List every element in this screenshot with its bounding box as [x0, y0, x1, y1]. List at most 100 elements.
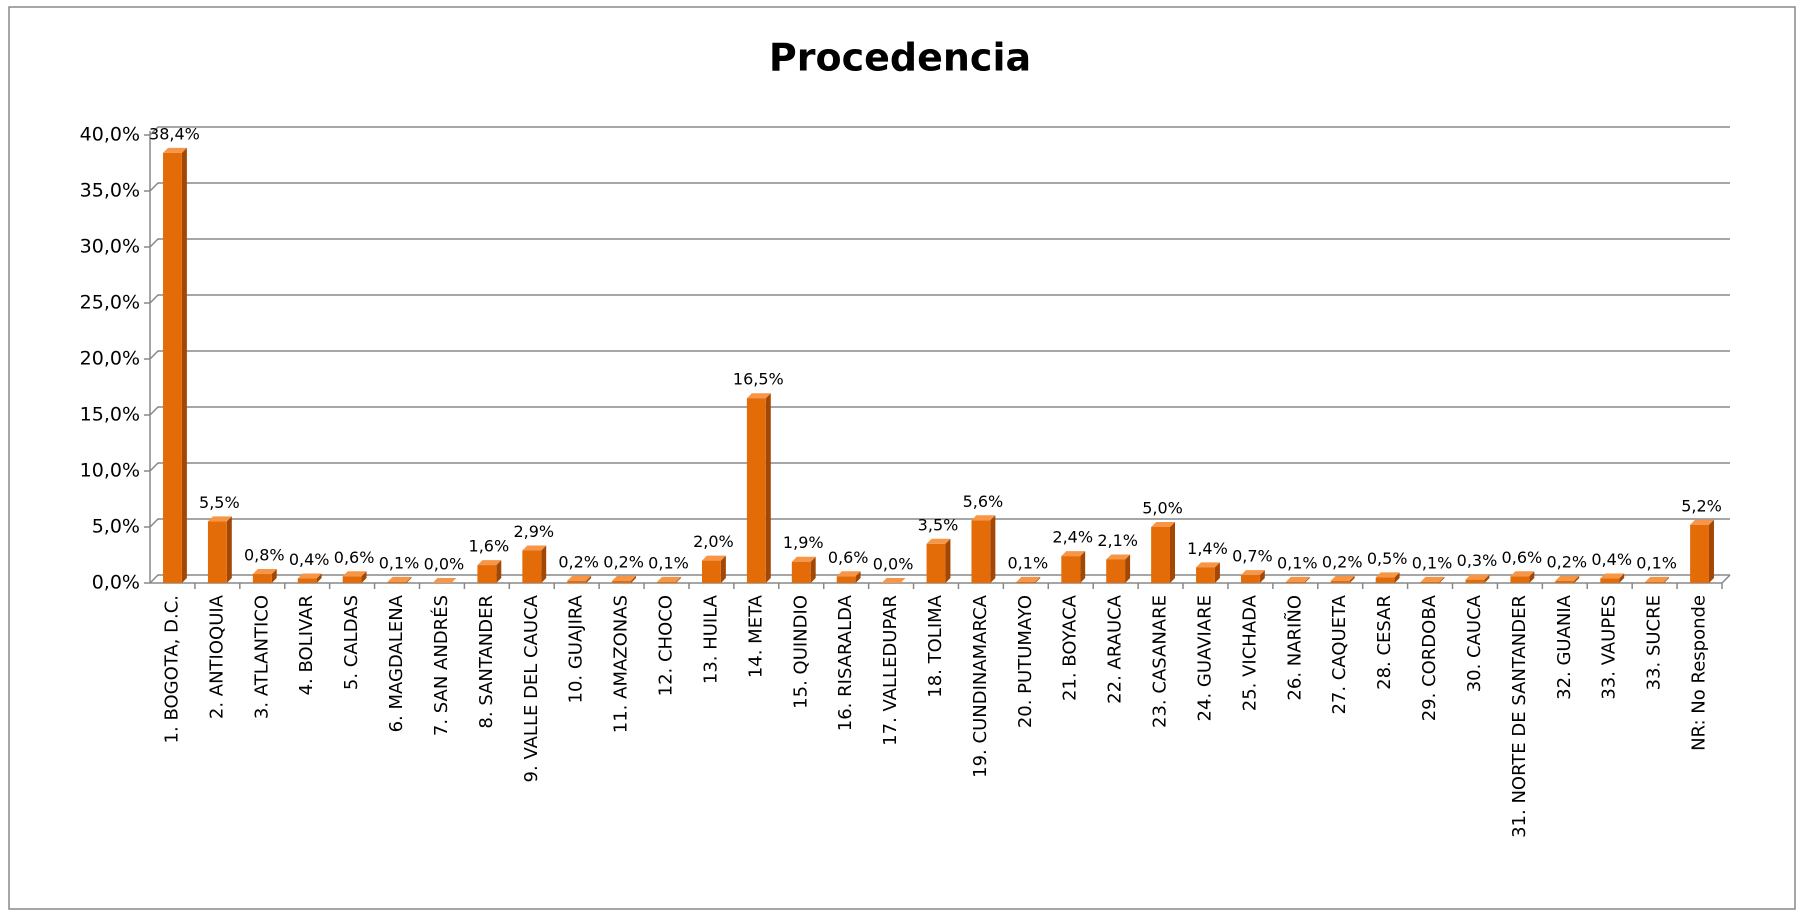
bar-side [990, 515, 996, 583]
bar-side [181, 147, 187, 584]
bar-side [945, 538, 951, 583]
bar-side [586, 575, 592, 583]
bar-top [746, 393, 771, 399]
bar-top [387, 576, 412, 582]
value-label: 5,0% [1142, 499, 1183, 518]
bar [342, 576, 362, 583]
bar-side [1170, 522, 1176, 583]
grid-line [149, 182, 1730, 192]
bar-side [855, 571, 861, 583]
bar-top [207, 516, 232, 522]
value-label: 1,6% [469, 537, 510, 556]
bar-top [971, 515, 996, 521]
x-tick-label: 15. QUINDIO [790, 595, 811, 709]
value-label: 0,1% [648, 553, 689, 572]
value-label: 0,4% [1591, 550, 1632, 569]
value-label: 0,4% [289, 550, 330, 569]
value-label: 1,4% [1187, 539, 1228, 558]
bar-top [926, 538, 951, 544]
bar-top [1420, 576, 1445, 582]
bar [791, 561, 811, 583]
bar-side [1259, 570, 1265, 583]
value-label: 0,5% [1367, 549, 1408, 568]
bar [522, 550, 542, 583]
bar-top [522, 545, 547, 551]
bar [1510, 576, 1530, 583]
bar-top [1375, 572, 1400, 578]
bar-side [1708, 519, 1714, 583]
bar-side [1574, 575, 1580, 583]
bar-top [1106, 554, 1131, 560]
bar [567, 580, 587, 583]
bar-side [1080, 551, 1086, 583]
value-label: 0,3% [1457, 551, 1498, 570]
bar-side [1125, 554, 1131, 583]
grid-line [149, 406, 1730, 416]
x-tick-label: 27. CAQUETA [1329, 594, 1350, 714]
x-tick-label: 10. GUAJIRA [566, 594, 587, 703]
x-tick-label: 29. CORDOBA [1419, 594, 1440, 721]
bar [657, 581, 676, 583]
bar-top [1465, 574, 1490, 580]
value-label: 0,2% [558, 552, 599, 571]
bar [971, 520, 991, 583]
bar-side [1619, 573, 1625, 583]
bar-top [657, 576, 681, 582]
bar [477, 565, 497, 583]
bar [252, 574, 272, 583]
value-label: 0,8% [244, 546, 285, 565]
grid-line [149, 518, 1730, 528]
bar-top [1600, 573, 1625, 579]
x-tick-label: 18. TOLIMA [925, 594, 946, 697]
y-tick-label: 0,0% [92, 572, 140, 594]
x-tick-label: 16. RISARALDA [835, 594, 856, 731]
value-label: 2,4% [1052, 528, 1093, 547]
bar-side [316, 573, 322, 583]
bar [1061, 556, 1081, 583]
x-tick-label: 28. CESAR [1374, 595, 1395, 690]
bar [1645, 581, 1665, 583]
bar-side [271, 569, 277, 583]
bar-side [675, 576, 681, 583]
bar-top [1196, 562, 1220, 568]
bar-top [1151, 522, 1176, 527]
value-label: 0,2% [1546, 552, 1587, 571]
value-label: 0,1% [379, 553, 420, 572]
bar [612, 580, 632, 583]
bar [1106, 559, 1126, 583]
bar [1465, 579, 1485, 583]
bar [1330, 580, 1350, 583]
x-tick-label: 19. CUNDINAMARCA [970, 594, 991, 778]
bar-side [1214, 562, 1220, 583]
value-label: 0,1% [1008, 553, 1049, 572]
bar-side [226, 516, 232, 583]
bar [387, 581, 407, 583]
bar-side [361, 571, 367, 583]
grid-line [149, 126, 1730, 136]
y-tick-label: 5,0% [92, 516, 140, 538]
bar-top [612, 575, 637, 581]
bar-top [701, 555, 726, 561]
value-label: 0,1% [1412, 553, 1453, 572]
bar-side [810, 556, 816, 583]
x-tick-label: 5. CALDAS [341, 595, 362, 690]
bar-side [1035, 576, 1041, 583]
bar-top [297, 573, 322, 579]
grid-line [149, 294, 1730, 304]
y-tick-label: 10,0% [80, 460, 140, 482]
value-label: 16,5% [733, 370, 784, 389]
bar-side [1349, 575, 1355, 583]
bar-top [342, 571, 367, 577]
grid-line [149, 350, 1730, 360]
x-tick-label: 17. VALLEDUPAR [880, 595, 901, 746]
bar [701, 560, 721, 583]
bar-side [541, 545, 547, 583]
bar [836, 576, 856, 583]
value-label: 5,5% [199, 493, 240, 512]
value-label: 0,2% [1322, 552, 1363, 571]
value-label: 5,6% [963, 492, 1004, 511]
bar-side [496, 560, 502, 583]
bar-side [1664, 576, 1670, 583]
bar-top [1690, 519, 1714, 525]
